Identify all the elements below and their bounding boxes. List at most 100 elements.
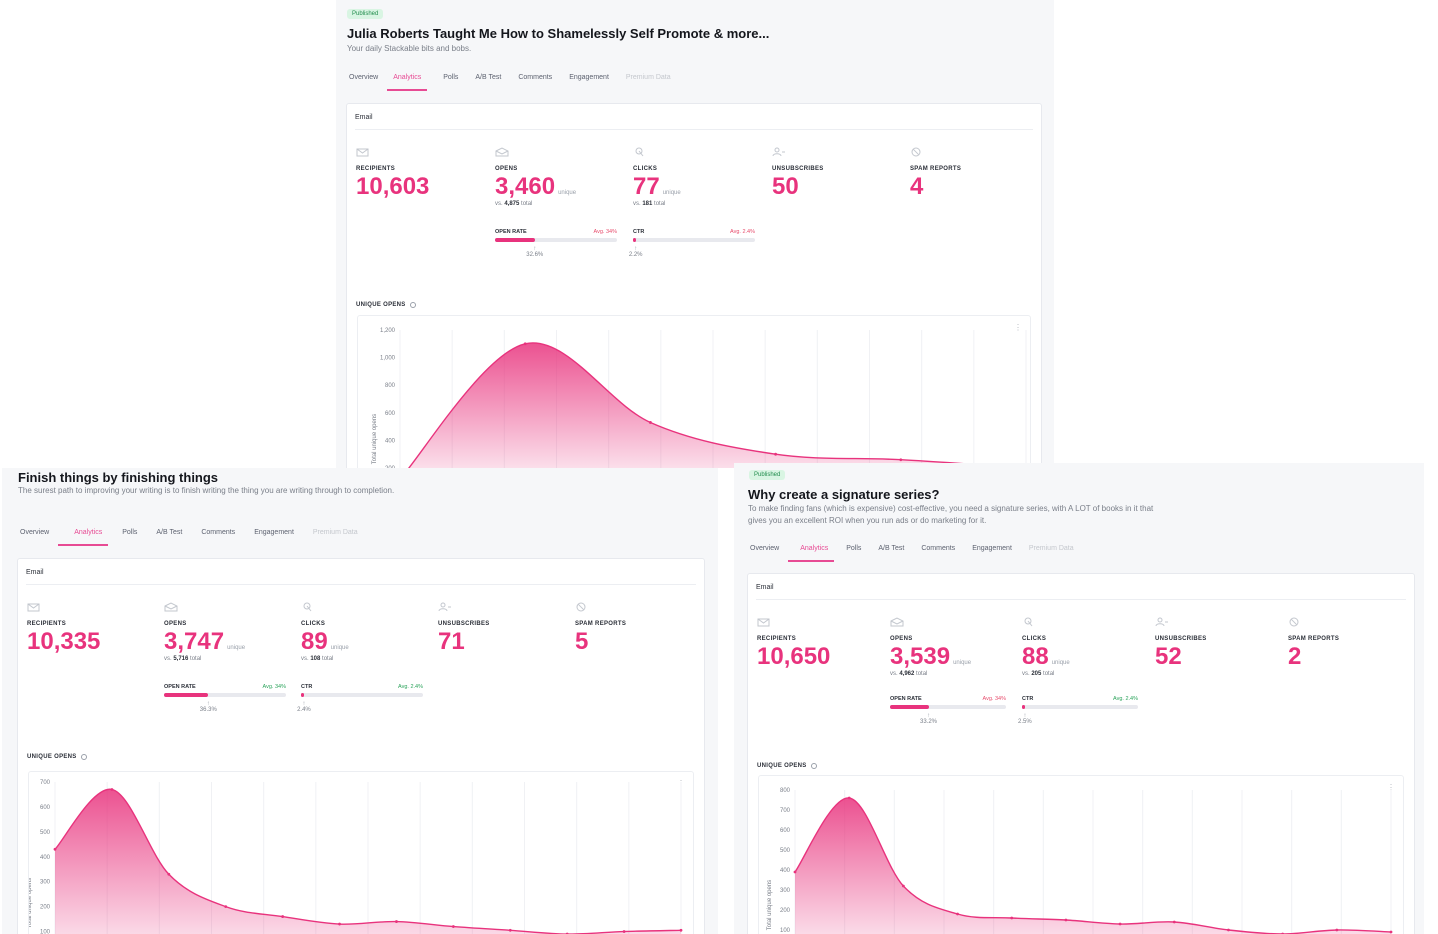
tab-overview[interactable]: Overview [750, 545, 780, 552]
y-tick-label: 500 [780, 848, 791, 854]
open-rate-bar: OPEN RATE Avg. 34% ↑ 33.2% [890, 696, 1006, 725]
open-rate-marker: ↑ 36.3% [199, 701, 217, 713]
tab-engagement[interactable]: Engagement [254, 529, 294, 536]
metric-unsubscribes: UNSUBSCRIBES 50 [772, 147, 902, 200]
tab-overview[interactable]: Overview [349, 74, 379, 81]
y-tick-label: 600 [40, 805, 51, 811]
opens-total: vs. 4,962 total [890, 671, 928, 677]
data-point [956, 912, 959, 916]
open-rate-track: ↑ 32.6% [495, 238, 617, 258]
data-point [622, 930, 626, 933]
post-panel-3: Published Why create a signature series?… [734, 463, 1424, 934]
data-point [1335, 928, 1339, 932]
chart-menu-icon[interactable]: ⋮ [1387, 783, 1395, 792]
data-point [451, 925, 455, 928]
ctr-track: ↑ 2.4% [297, 693, 423, 713]
cursor-click-icon [1024, 617, 1033, 627]
open-rate-avg: Avg. 34% [262, 684, 286, 690]
opens-label: OPENS [890, 636, 913, 642]
email-section-label: Email [756, 584, 774, 591]
unsubscribes-value: 71 [438, 628, 465, 655]
tab-polls[interactable]: Polls [443, 74, 459, 81]
post-subtitle: Your daily Stackable bits and bobs. [347, 44, 472, 53]
tab-premium-data[interactable]: Premium Data [1028, 545, 1074, 552]
tab-analytics[interactable]: Analytics [56, 529, 110, 546]
email-section-label: Email [355, 114, 373, 121]
tab-polls[interactable]: Polls [846, 545, 862, 552]
open-rate-bar: OPEN RATE Avg. 34% ↑ 36.3% [164, 684, 286, 713]
published-badge: Published [749, 470, 786, 480]
metric-spam-reports: SPAM REPORTS 5 [575, 602, 705, 655]
series-line [408, 342, 1027, 468]
chart-menu-icon[interactable]: ⋮ [1014, 323, 1022, 332]
opens-value: 3,460 [495, 173, 556, 200]
tab-analytics[interactable]: Analytics [385, 74, 429, 91]
metric-clicks: CLICKS 89 unique vs. 108 total [301, 602, 431, 662]
cursor-click-icon [635, 147, 644, 157]
data-point [847, 796, 851, 800]
data-point [224, 905, 228, 909]
tab-analytics[interactable]: Analytics [786, 545, 836, 562]
recipients-icon [757, 618, 770, 627]
tab-polls[interactable]: Polls [122, 529, 138, 536]
opens-value: 3,747 [164, 628, 225, 655]
open-rate-fill [890, 705, 929, 709]
metric-recipients: RECIPIENTS 10,650 [757, 617, 887, 670]
info-icon[interactable] [80, 754, 87, 760]
data-point [53, 847, 57, 851]
user-minus-icon [438, 602, 451, 612]
metric-recipients: RECIPIENTS 10,335 [27, 602, 157, 655]
tab-premium-data[interactable]: Premium Data [625, 74, 671, 81]
ctr-bar: CTR Avg. 2.4% ↑ 2.5% [1018, 696, 1138, 725]
unsubscribes-value: 50 [772, 173, 799, 200]
tab-comments[interactable]: Comments [518, 74, 553, 81]
post-panel-1: Published Julia Roberts Taught Me How to… [336, 0, 1054, 468]
ctr-track: ↑ 2.2% [629, 238, 755, 258]
y-tick-label: 800 [385, 383, 396, 389]
data-point [901, 884, 905, 888]
tab-ab-test[interactable]: A/B Test [475, 74, 502, 81]
data-point [649, 421, 652, 424]
y-tick-label: 500 [40, 830, 51, 836]
open-rate-label: OPEN RATE [164, 684, 196, 690]
ctr-fill [633, 238, 636, 242]
clicks-label: CLICKS [1022, 636, 1047, 642]
data-point [523, 342, 527, 346]
info-icon[interactable] [409, 302, 416, 308]
ctr-avg: Avg. 2.4% [730, 229, 755, 235]
metric-spam-reports: SPAM REPORTS 4 [910, 147, 1040, 200]
data-point [1172, 920, 1176, 924]
data-point [1389, 930, 1393, 934]
recipients-icon [356, 148, 369, 157]
tab-premium-data[interactable]: Premium Data [312, 529, 358, 536]
ctr-marker: ↑ 2.2% [628, 246, 643, 258]
tab-bar: Overview Analytics Polls A/B Test Commen… [744, 545, 1081, 562]
tab-ab-test[interactable]: A/B Test [878, 545, 905, 552]
ctr-label: CTR [633, 229, 645, 235]
unique-opens-chart: ⋮ 800 700 600 500 400 300 200 100 Total unique o… [758, 775, 1404, 934]
divider [26, 584, 696, 585]
open-rate-bar: OPEN RATE Avg. 34% ↑ 32.6% [495, 229, 617, 258]
tab-engagement[interactable]: Engagement [972, 545, 1012, 552]
unique-opens-chart: ⋮ 1,200 1,000 800 600 400 200 Total unique ope… [357, 315, 1031, 468]
tab-engagement[interactable]: Engagement [569, 74, 609, 81]
tab-comments[interactable]: Comments [921, 545, 956, 552]
open-rate-label: OPEN RATE [890, 696, 922, 702]
tab-ab-test[interactable]: A/B Test [156, 529, 183, 536]
metric-unsubscribes: UNSUBSCRIBES 52 [1155, 617, 1285, 670]
spam-label: SPAM REPORTS [910, 166, 962, 172]
clicks-unit: unique [662, 190, 681, 196]
info-icon[interactable] [810, 763, 817, 769]
y-tick-label: 400 [40, 855, 51, 861]
y-axis-label: Total unique opens [767, 880, 773, 930]
open-rate-fill [495, 238, 535, 242]
data-point [1118, 922, 1122, 926]
spam-value: 5 [575, 628, 589, 655]
open-envelope-icon [495, 147, 509, 157]
metric-recipients: RECIPIENTS 10,603 [356, 147, 486, 200]
divider [756, 599, 1406, 600]
tab-comments[interactable]: Comments [201, 529, 236, 536]
tab-overview[interactable]: Overview [20, 529, 50, 536]
data-point [338, 922, 341, 926]
